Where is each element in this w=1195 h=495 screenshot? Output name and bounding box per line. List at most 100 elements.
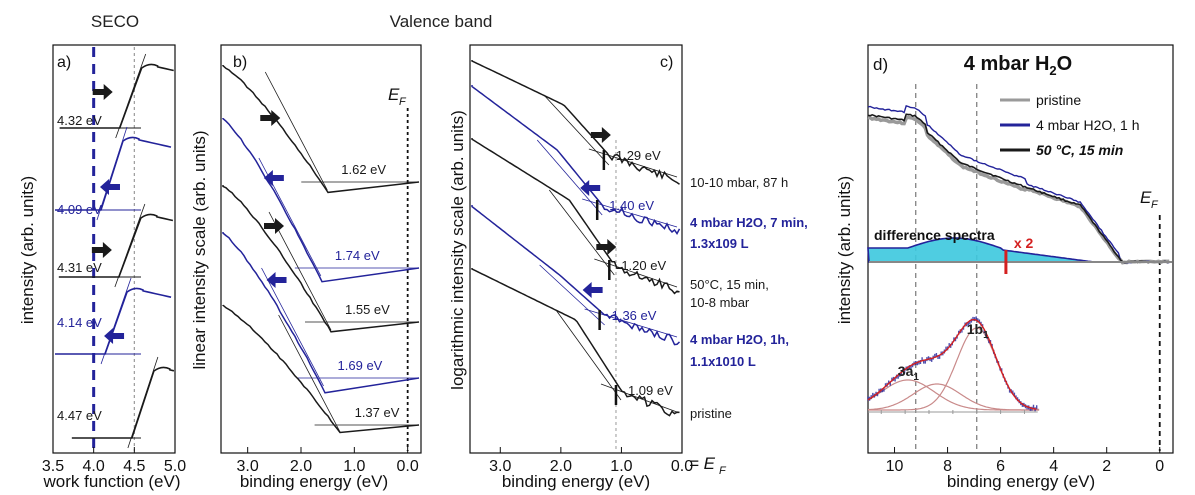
panel-a-x-axis-label: work function (eV)	[43, 472, 181, 491]
panel-d-spectrum-curve	[867, 105, 1170, 264]
panel-b-fermi-e: E	[388, 85, 400, 104]
panel-a-fit-line	[100, 277, 132, 365]
panel-c-x-ticks: 3.0 2.0 1.0 0.0	[489, 447, 693, 475]
panel-c-spectrum-curve	[471, 138, 680, 295]
panel-b-y-axis-label: linear intensity scale (arb. units)	[190, 130, 209, 369]
panel-b-spectrum-curve	[222, 304, 420, 434]
panel-a-fit-line	[127, 356, 159, 449]
panel-a: a) 4.32 eV 4.09 eV 4.31 eV 4.14 eV 4.47 eV 3…	[18, 44, 186, 491]
panel-c-series-label: 10-10 mbar, 87 h	[690, 175, 788, 190]
panel-c-shift-arrow	[596, 239, 617, 255]
panel-d-fermi-label: E F	[1140, 188, 1159, 211]
panel-b-fit-line	[261, 267, 324, 387]
panel-c-shift-arrow	[580, 180, 601, 196]
panel-c-series-label: pristine	[690, 406, 732, 421]
panel-a-onset-label: 4.14 eV	[57, 315, 102, 330]
panel-c-tick-label: 2.0	[550, 458, 572, 475]
panel-a-spectrum-curve	[55, 136, 172, 211]
panel-d-fit-envelope	[867, 319, 1037, 410]
panel-c-onset-label: 1.20 eV	[621, 258, 666, 273]
panel-a-shift-arrow	[92, 84, 113, 100]
panel-b: b) 1.62 eV 1.74 eV 1.55 eV 1.69 eV 1.37 eV 3…	[190, 44, 422, 491]
panel-c-shift-arrow	[582, 282, 603, 298]
panel-d-fermi-e: E	[1140, 188, 1152, 207]
panel-b-x-axis-label: binding energy (eV)	[240, 472, 388, 491]
panel-c-fit-line	[555, 309, 622, 401]
panel-d-fit-component	[867, 383, 1040, 411]
panel-a-onset-label: 4.31 eV	[57, 260, 102, 275]
panel-b-tick-label: 1.0	[343, 458, 365, 475]
panel-c-label: c)	[660, 54, 673, 71]
panel-c-spectrum-curve	[471, 205, 681, 346]
panel-c-fermi-suffix-sub: F	[719, 465, 727, 477]
panel-c-baseline-fit	[600, 383, 678, 413]
seco-header: SECO	[91, 12, 139, 31]
panel-d-title: 4 mbar H2O	[964, 53, 1072, 78]
panel-c-spectrum-curve	[471, 268, 680, 417]
panel-d-tick-label: 6	[996, 458, 1005, 475]
panel-c-frame	[469, 44, 683, 454]
panel-c-fit-line	[543, 94, 610, 166]
panel-b-shift-arrow	[260, 110, 281, 126]
panel-b-x-ticks: 3.0 2.0 1.0 0.0	[237, 447, 419, 475]
panel-c-y-axis-label: logarithmic intensity scale (arb. units)	[448, 110, 467, 390]
panel-c-fermi-suffix: = E F	[689, 454, 727, 477]
panel-d-label: d)	[873, 55, 888, 74]
panel-a-x-ticks: 3.5 4.0 4.5 5.0	[42, 447, 186, 475]
panel-a-tick-label: 3.5	[42, 458, 64, 475]
panel-b-curves: 1.62 eV 1.74 eV 1.55 eV 1.69 eV 1.37 eV	[222, 65, 420, 451]
panel-b-spectrum-curve	[222, 232, 420, 394]
panel-b-tick-label: 2.0	[290, 458, 312, 475]
panel-d-legend-label: 50 °C, 15 min	[1036, 142, 1123, 158]
panel-a-shift-arrow	[99, 179, 120, 195]
panel-a-label: a)	[57, 54, 71, 71]
panel-c-fermi-suffix-text: = E	[689, 454, 716, 473]
panel-b-onset-label: 1.37 eV	[355, 405, 400, 420]
panel-a-onset-label: 4.32 eV	[57, 113, 102, 128]
panel-b-tick-label: 0.0	[397, 458, 419, 475]
panel-c-x-axis-label: binding energy (eV)	[502, 472, 650, 491]
valence-band-header: Valence band	[390, 12, 493, 31]
panel-d-tick-label: 8	[943, 458, 952, 475]
panel-c-fit-line	[536, 139, 603, 216]
panel-c-onset-label: 1.36 eV	[612, 308, 657, 323]
panel-c-series-label: 10-8 mbar	[690, 295, 750, 310]
panel-d-spectrum-curve	[867, 113, 1170, 264]
panel-c: c) 1.29 eV 1.40 eV 1.20 eV 1.36 eV 1.09 eV 3…	[448, 44, 808, 491]
panel-c-curves: 1.29 eV 1.40 eV 1.20 eV 1.36 eV 1.09 eV	[471, 60, 681, 451]
panel-c-shift-arrow	[590, 127, 611, 143]
panel-a-shift-arrow	[104, 328, 125, 344]
panel-b-label: b)	[233, 54, 247, 71]
panel-c-onset-label: 1.09 eV	[628, 383, 673, 398]
panel-c-series-label: 4 mbar H2O, 1h,	[690, 332, 789, 347]
panel-b-spectrum-curve	[222, 118, 420, 283]
panel-d-inset-data-points	[867, 316, 1038, 412]
panel-b-tick-label: 3.0	[237, 458, 259, 475]
panel-a-fit-line	[96, 126, 128, 221]
panel-d-difference-spectrum	[867, 237, 1107, 263]
panel-a-onset-label: 4.09 eV	[57, 202, 102, 217]
panel-c-fit-line	[548, 189, 615, 276]
panel-c-tick-label: 3.0	[489, 458, 511, 475]
panel-b-spectrum-curve	[222, 185, 420, 333]
panel-a-spectrum-curve	[55, 287, 172, 355]
panel-a-fit-line	[115, 53, 147, 139]
panel-d-scale-label: x 2	[1014, 235, 1034, 251]
panel-d-legend-label: 4 mbar H2O, 1 h	[1036, 117, 1140, 133]
panel-b-fit-line	[278, 314, 341, 434]
panel-b-shift-arrow	[266, 272, 287, 288]
panel-c-series-label: 1.3x109 L	[690, 236, 749, 251]
panel-c-tick-label: 0.0	[671, 458, 693, 475]
panel-d-difference-label: difference spectra	[874, 227, 995, 243]
panel-a-frame	[52, 44, 176, 454]
panel-a-spectrum-curve	[59, 63, 174, 129]
panel-d-x-ticks: 10 8 6 4 2 0	[886, 447, 1164, 475]
panel-d-y-axis-label: intensity (arb. units)	[835, 176, 854, 324]
panel-c-series-label: 4 mbar H2O, 7 min,	[690, 215, 808, 230]
panel-d-tick-label: 0	[1155, 458, 1164, 475]
panel-d-tick-label: 2	[1102, 458, 1111, 475]
panel-d-x-axis-label: binding energy (eV)	[947, 472, 1095, 491]
panel-a-spectrum-curve	[58, 213, 174, 278]
